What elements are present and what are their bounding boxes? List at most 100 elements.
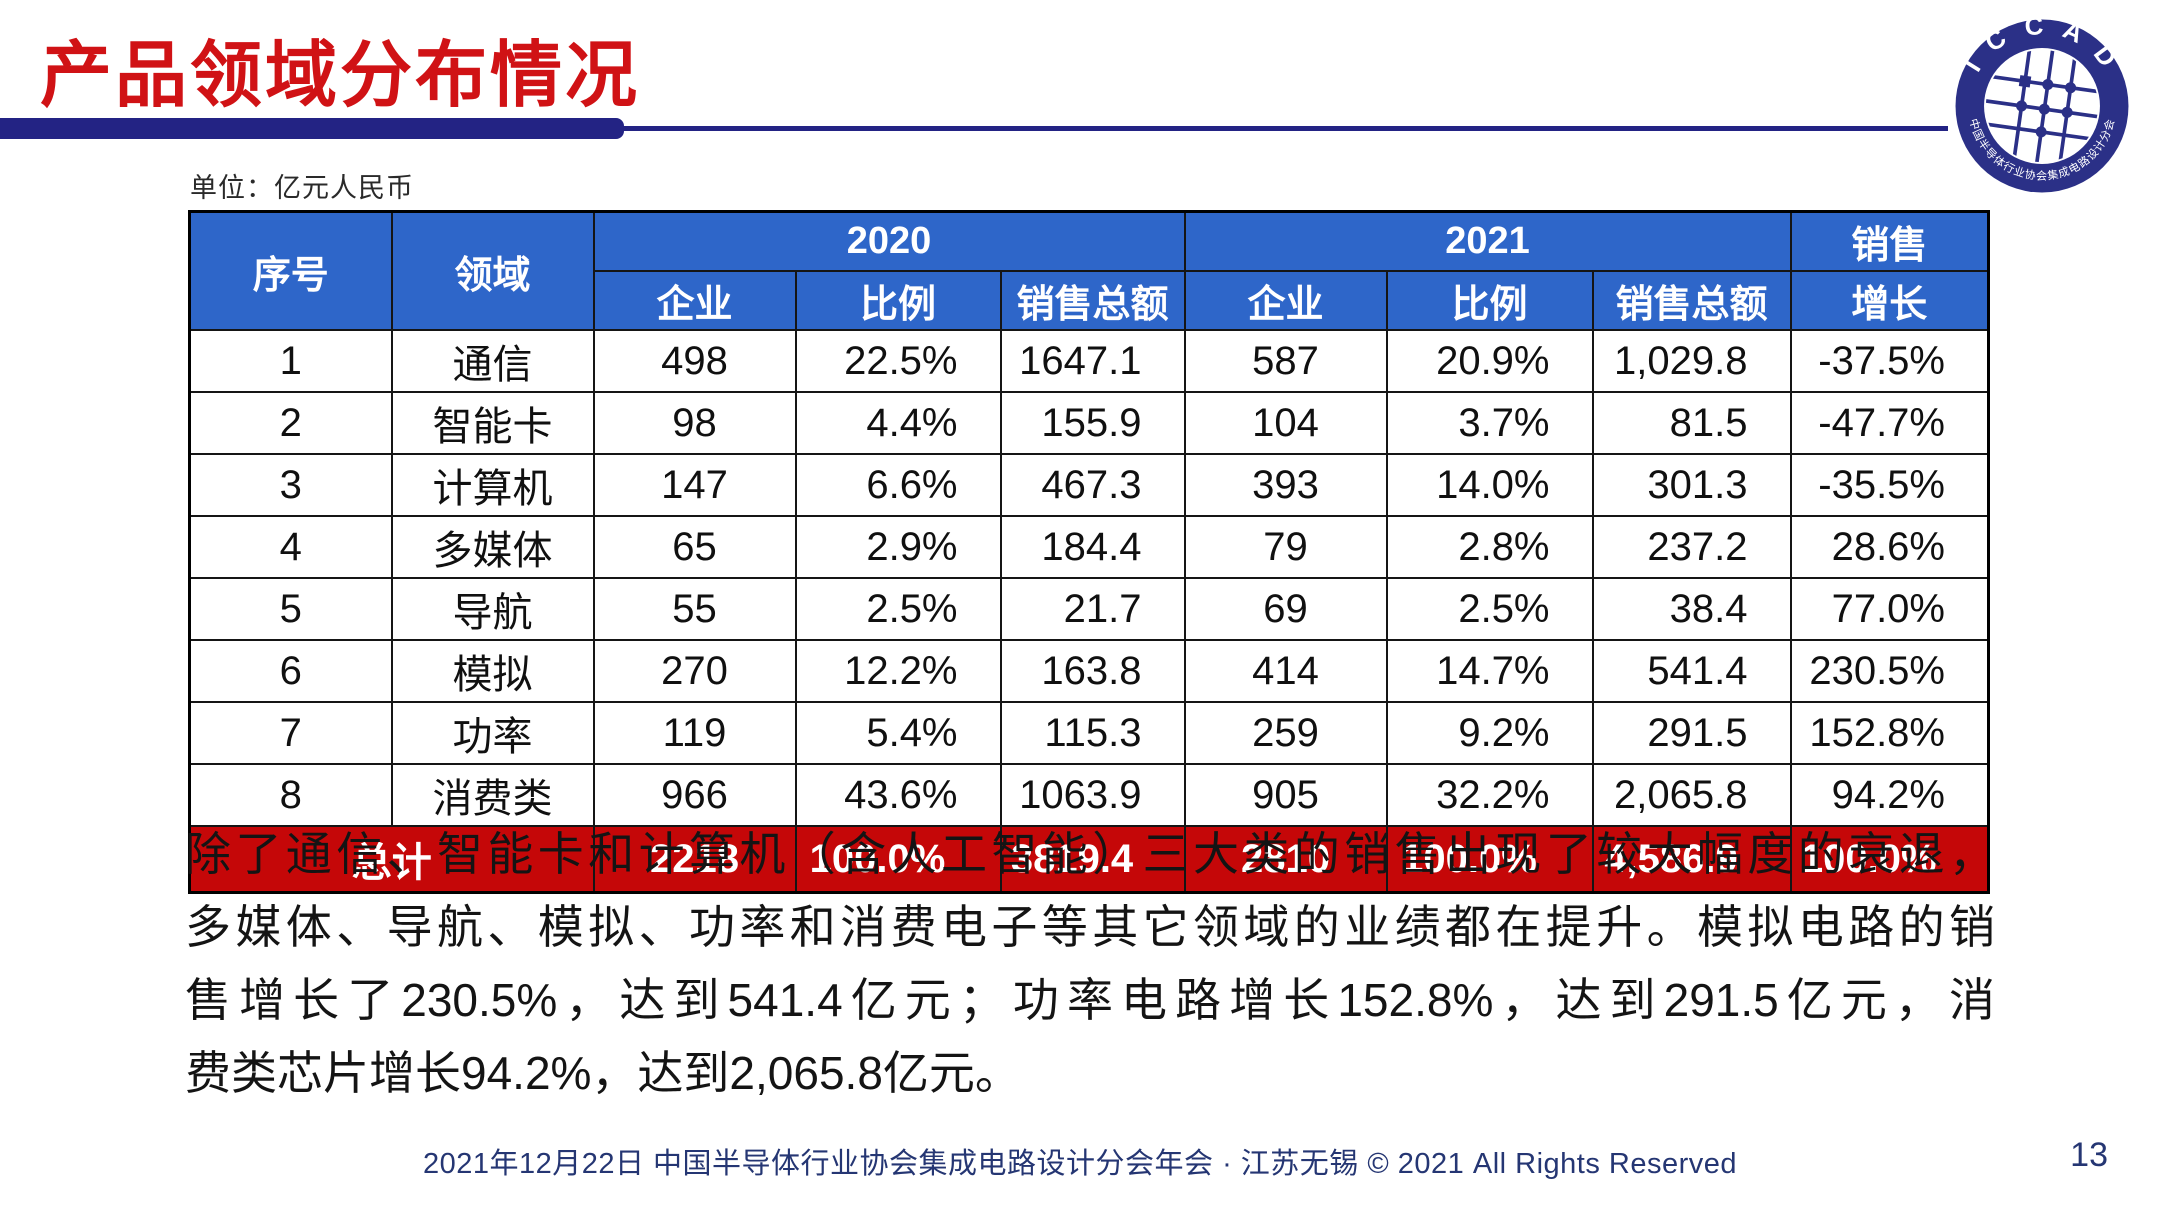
table-cell: 467.3 — [999, 453, 1186, 517]
table-cell: 2,065.8 — [1591, 763, 1792, 827]
title-underline-bar — [0, 118, 624, 139]
table-cell: 291.5 — [1591, 701, 1792, 765]
table-row: 1 通信 498 22.5% 1647.1 587 20.9% 1,029.8 -37.5% — [188, 329, 1990, 393]
table-cell: 152.8% — [1789, 701, 1990, 765]
table-cell: 259 — [1183, 701, 1388, 765]
table-cell: 1 — [188, 329, 393, 393]
header-sales-2021: 销售总额 — [1591, 270, 1792, 331]
table-cell: 4.4% — [794, 391, 1002, 455]
table-cell: 6 — [188, 639, 393, 703]
table-cell: 163.8 — [999, 639, 1186, 703]
summary-line: 多媒体、导航、模拟、功率和消费电子等其它领域的业绩都在提升。模拟电路的销 — [185, 901, 1995, 953]
table-header: 序号 领域 2020 2021 销售 企业 比例 销售总额 企业 比例 销售总额… — [188, 210, 1990, 331]
table-cell: 消费类 — [390, 763, 595, 827]
table-row: 6 模拟 270 12.2% 163.8 414 14.7% 541.4 230.5% — [188, 639, 1990, 703]
table-cell: 104 — [1183, 391, 1388, 455]
header-company-2020: 企业 — [592, 270, 797, 331]
table-cell: 270 — [592, 639, 797, 703]
table-cell: 55 — [592, 577, 797, 641]
total-cell: 2810 — [1183, 825, 1388, 894]
table-cell: 功率 — [390, 701, 595, 765]
total-cell: 100.0% — [1789, 825, 1990, 894]
total-cell: 100.0% — [1385, 825, 1594, 894]
footer-credit: 2021年12月22日 中国半导体行业协会集成电路设计分会年会 · 江苏无锡 ©… — [422, 1148, 1738, 1180]
table-cell: 587 — [1183, 329, 1388, 393]
table-cell: 77.0% — [1789, 577, 1990, 641]
total-cell: 100.0% — [794, 825, 1002, 894]
table-cell: 22.5% — [794, 329, 1002, 393]
table-cell: -37.5% — [1789, 329, 1990, 393]
table-cell: 9.2% — [1385, 701, 1594, 765]
table-cell: 115.3 — [999, 701, 1186, 765]
table-cell: 155.9 — [999, 391, 1186, 455]
header-ratio-2021: 比例 — [1385, 270, 1594, 331]
unit-label: 单位：亿元人民币 — [190, 173, 414, 203]
header-growth-bottom: 增长 — [1789, 270, 1990, 331]
summary-line: 售增长了230.5%，达到541.4亿元；功率电路增长152.8%，达到291.… — [185, 974, 1995, 1026]
table-cell: 393 — [1183, 453, 1388, 517]
table-cell: 计算机 — [390, 453, 595, 517]
table-cell: 7 — [188, 701, 393, 765]
table-cell: 多媒体 — [390, 515, 595, 579]
table-cell: 1,029.8 — [1591, 329, 1792, 393]
table-cell: 94.2% — [1789, 763, 1990, 827]
table-cell: 966 — [592, 763, 797, 827]
header-group-2021: 2021 — [1183, 210, 1792, 272]
table-row: 3 计算机 147 6.6% 467.3 393 14.0% 301.3 -35.5% — [188, 453, 1990, 517]
domain-distribution-table: 序号 领域 2020 2021 销售 企业 比例 销售总额 企业 比例 销售总额… — [188, 210, 1990, 894]
table-body: 1 通信 498 22.5% 1647.1 587 20.9% 1,029.8 -37.5% 2 智… — [188, 329, 1990, 827]
table-cell: 498 — [592, 329, 797, 393]
total-cell: 2218 — [592, 825, 797, 894]
page-title: 产品领域分布情况 — [40, 36, 641, 116]
title-underline-rule — [620, 126, 1948, 131]
table-cell: 2.5% — [794, 577, 1002, 641]
table-cell: 通信 — [390, 329, 595, 393]
table-cell: 414 — [1183, 639, 1388, 703]
table-cell: 3 — [188, 453, 393, 517]
total-label: 总计 — [188, 825, 595, 894]
table-cell: 8 — [188, 763, 393, 827]
table-cell: 147 — [592, 453, 797, 517]
table-cell: 79 — [1183, 515, 1388, 579]
table-cell: 21.7 — [999, 577, 1186, 641]
table-cell: 28.6% — [1789, 515, 1990, 579]
total-row: 总计 2218 100.0% 3819.4 2810 100.0% 4,586.… — [188, 825, 1990, 894]
table-cell: 43.6% — [794, 763, 1002, 827]
table-row: 2 智能卡 98 4.4% 155.9 104 3.7% 81.5 -47.7% — [188, 391, 1990, 455]
header-index: 序号 — [188, 210, 393, 331]
header-group-2020: 2020 — [592, 210, 1186, 272]
table-row: 4 多媒体 65 2.9% 184.4 79 2.8% 237.2 28.6% — [188, 515, 1990, 579]
table-cell: 5.4% — [794, 701, 1002, 765]
table-cell: 智能卡 — [390, 391, 595, 455]
table-cell: 6.6% — [794, 453, 1002, 517]
table-cell: 3.7% — [1385, 391, 1594, 455]
iccad-logo-icon: I C C A D 中国半导体行业协会集成电路设计分会 — [1955, 14, 2129, 193]
table-cell: 1647.1 — [999, 329, 1186, 393]
table-cell: 导航 — [390, 577, 595, 641]
table-cell: 32.2% — [1385, 763, 1594, 827]
table-cell: 2.5% — [1385, 577, 1594, 641]
table-cell: 65 — [592, 515, 797, 579]
summary-line: 除了通信、智能卡和计算机（含人工智能）三大类的销售出现了较大幅度的衰退， — [185, 828, 1995, 880]
table-cell: 2.8% — [1385, 515, 1594, 579]
table-row: 7 功率 119 5.4% 115.3 259 9.2% 291.5 152.8% — [188, 701, 1990, 765]
table-cell: 69 — [1183, 577, 1388, 641]
table-row: 8 消费类 966 43.6% 1063.9 905 32.2% 2,065.8 94.2% — [188, 763, 1990, 827]
table-cell: 2 — [188, 391, 393, 455]
table-row: 5 导航 55 2.5% 21.7 69 2.5% 38.4 77.0% — [188, 577, 1990, 641]
header-sales-2020: 销售总额 — [999, 270, 1186, 331]
table-cell: 905 — [1183, 763, 1388, 827]
table-cell: 12.2% — [794, 639, 1002, 703]
header-company-2021: 企业 — [1183, 270, 1388, 331]
table-cell: 14.7% — [1385, 639, 1594, 703]
logo-circuit-grid — [1981, 46, 2102, 167]
table-cell: 4 — [188, 515, 393, 579]
header-ratio-2020: 比例 — [794, 270, 1002, 331]
table-cell: 301.3 — [1591, 453, 1792, 517]
table-cell: 81.5 — [1591, 391, 1792, 455]
table-cell: 541.4 — [1591, 639, 1792, 703]
table-cell: 模拟 — [390, 639, 595, 703]
table-cell: 184.4 — [999, 515, 1186, 579]
table-cell: 119 — [592, 701, 797, 765]
